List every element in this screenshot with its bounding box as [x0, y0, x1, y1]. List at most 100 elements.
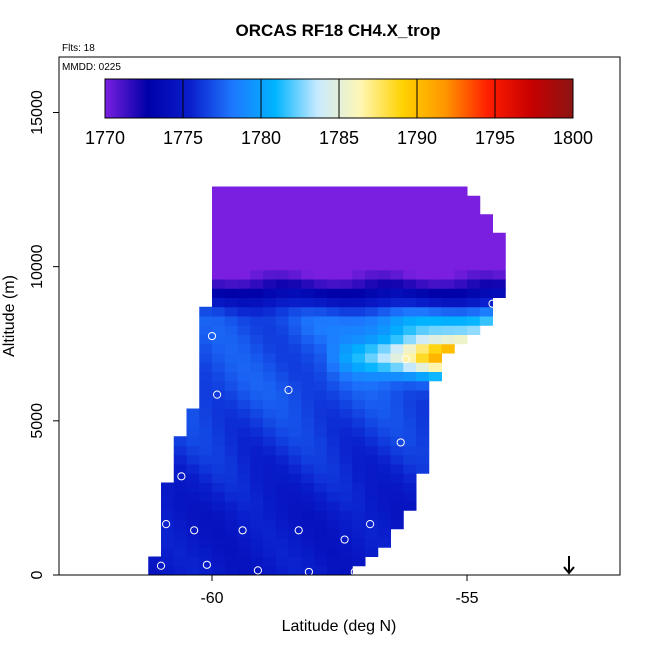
- heatmap-cell: [212, 454, 226, 465]
- flight-track-points: [156, 299, 518, 577]
- heatmap-cell: [352, 528, 366, 539]
- heatmap-cell: [339, 408, 353, 419]
- heatmap-cell: [390, 417, 404, 428]
- heatmap-cell: [224, 362, 238, 372]
- heatmap-cell: [416, 214, 430, 224]
- heatmap-cell: [199, 454, 213, 465]
- heatmap-cell: [365, 269, 379, 280]
- heatmap-cell: [275, 269, 289, 280]
- heatmap-cell: [467, 288, 481, 298]
- heatmap-cell: [403, 473, 417, 483]
- heatmap-cell: [212, 316, 226, 326]
- heatmap-cell: [454, 334, 468, 345]
- heatmap-cell: [416, 279, 430, 289]
- heatmap-cell: [377, 473, 391, 483]
- heatmap-cell: [416, 316, 430, 326]
- heatmap-cell: [365, 473, 379, 483]
- heatmap-cell: [186, 565, 200, 576]
- heatmap-cell: [352, 371, 366, 382]
- heatmap-cell: [339, 445, 353, 456]
- heatmap-cell: [416, 325, 430, 335]
- heatmap-cell: [224, 380, 238, 391]
- heatmap-cell: [212, 556, 226, 567]
- heatmap-cell: [377, 501, 391, 511]
- heatmap-cell: [314, 501, 328, 511]
- heatmap-cell: [237, 195, 251, 206]
- heatmap-cell: [250, 371, 264, 382]
- heatmap-cell: [365, 279, 379, 289]
- heatmap-cell: [441, 306, 455, 317]
- heatmap-cell: [467, 232, 481, 243]
- heatmap-cell: [326, 565, 340, 576]
- heatmap-cell: [250, 565, 264, 576]
- heatmap-cell: [250, 214, 264, 224]
- heatmap-cell: [339, 547, 353, 557]
- heatmap-cell: [224, 251, 238, 261]
- heatmap-cell: [377, 251, 391, 261]
- heatmap-cell: [263, 380, 277, 391]
- heatmap-cell: [326, 454, 340, 465]
- heatmap-cell: [301, 214, 315, 224]
- heatmap-cell: [441, 325, 455, 335]
- heatmap-cell: [199, 316, 213, 326]
- heatmap-cell: [301, 288, 315, 298]
- heatmap-cell: [339, 473, 353, 483]
- heatmap-cell: [454, 306, 468, 317]
- heatmap-cell: [224, 556, 238, 567]
- heatmap-cell: [390, 501, 404, 511]
- heatmap-cell: [250, 427, 264, 437]
- heatmap-cell: [237, 519, 251, 530]
- heatmap-cell: [365, 436, 379, 446]
- heatmap-cell: [173, 547, 187, 557]
- heatmap-cell: [403, 491, 417, 502]
- heatmap-cell: [288, 454, 302, 465]
- heatmap-cell: [314, 269, 328, 280]
- heatmap-cell: [275, 214, 289, 224]
- heatmap-cell: [416, 186, 430, 197]
- heatmap-cell: [199, 334, 213, 345]
- heatmap-cell: [454, 214, 468, 224]
- heatmap-cell: [301, 306, 315, 317]
- heatmap-cell: [352, 454, 366, 465]
- chart-title: ORCAS RF18 CH4.X_trop: [236, 21, 441, 40]
- heatmap-cell: [275, 491, 289, 502]
- heatmap-cell: [212, 251, 226, 261]
- heatmap-cell: [352, 510, 366, 520]
- heatmap-cell: [467, 223, 481, 234]
- flight-point: [488, 299, 497, 308]
- heatmap-cell: [212, 195, 226, 206]
- heatmap-cell: [377, 519, 391, 530]
- heatmap-cell: [377, 288, 391, 298]
- heatmap-cell: [390, 491, 404, 502]
- heatmap-cell: [301, 491, 315, 502]
- heatmap-cell: [416, 343, 430, 354]
- heatmap-cell: [237, 417, 251, 428]
- heatmap-cell: [212, 334, 226, 345]
- heatmap-cell: [314, 482, 328, 493]
- heatmap-cell: [390, 399, 404, 409]
- heatmap-cell: [288, 417, 302, 428]
- heatmap-cell: [339, 362, 353, 372]
- heatmap-cell: [339, 436, 353, 446]
- heatmap-cell: [275, 288, 289, 298]
- heatmap-cell: [403, 306, 417, 317]
- heatmap-cell: [467, 279, 481, 289]
- heatmap-cell: [186, 454, 200, 465]
- heatmap-cell: [173, 510, 187, 520]
- heatmap-cell: [326, 353, 340, 363]
- flight-point: [177, 472, 186, 481]
- heatmap-cell: [352, 408, 366, 419]
- heatmap-cell: [352, 214, 366, 224]
- heatmap-cell: [365, 528, 379, 539]
- flight-point: [304, 567, 313, 577]
- heatmap-cell: [492, 288, 506, 298]
- heatmap-cell: [301, 380, 315, 391]
- heatmap-cell: [326, 334, 340, 345]
- heatmap-cell: [390, 371, 404, 382]
- heatmap-cell: [377, 371, 391, 382]
- heatmap-cell: [212, 288, 226, 298]
- heatmap-cell: [288, 501, 302, 511]
- heatmap-cell: [288, 325, 302, 335]
- heatmap-cell: [326, 390, 340, 400]
- heatmap-cell: [212, 279, 226, 289]
